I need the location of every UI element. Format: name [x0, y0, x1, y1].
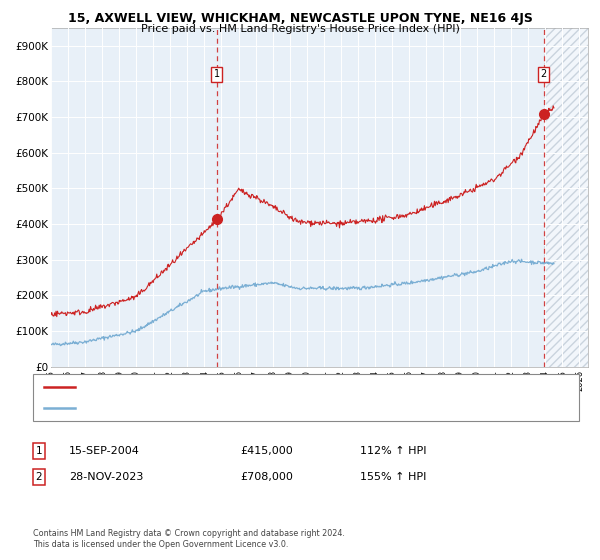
Text: 15, AXWELL VIEW, WHICKHAM, NEWCASTLE UPON TYNE, NE16 4JS (detached house): 15, AXWELL VIEW, WHICKHAM, NEWCASTLE UPO… — [84, 382, 485, 391]
Text: 112% ↑ HPI: 112% ↑ HPI — [360, 446, 427, 456]
Text: 2: 2 — [541, 69, 547, 80]
Text: HPI: Average price, detached house, Gateshead: HPI: Average price, detached house, Gate… — [84, 403, 311, 412]
Text: 155% ↑ HPI: 155% ↑ HPI — [360, 472, 427, 482]
Text: 1: 1 — [214, 69, 220, 80]
Text: 28-NOV-2023: 28-NOV-2023 — [69, 472, 143, 482]
Text: 15, AXWELL VIEW, WHICKHAM, NEWCASTLE UPON TYNE, NE16 4JS: 15, AXWELL VIEW, WHICKHAM, NEWCASTLE UPO… — [68, 12, 532, 25]
Text: £415,000: £415,000 — [240, 446, 293, 456]
Text: Contains HM Land Registry data © Crown copyright and database right 2024.
This d: Contains HM Land Registry data © Crown c… — [33, 529, 345, 549]
Text: 2: 2 — [35, 472, 43, 482]
Text: Price paid vs. HM Land Registry's House Price Index (HPI): Price paid vs. HM Land Registry's House … — [140, 24, 460, 34]
Text: 15-SEP-2004: 15-SEP-2004 — [69, 446, 140, 456]
Text: £708,000: £708,000 — [240, 472, 293, 482]
Bar — [544, 28, 588, 367]
Text: 1: 1 — [35, 446, 43, 456]
